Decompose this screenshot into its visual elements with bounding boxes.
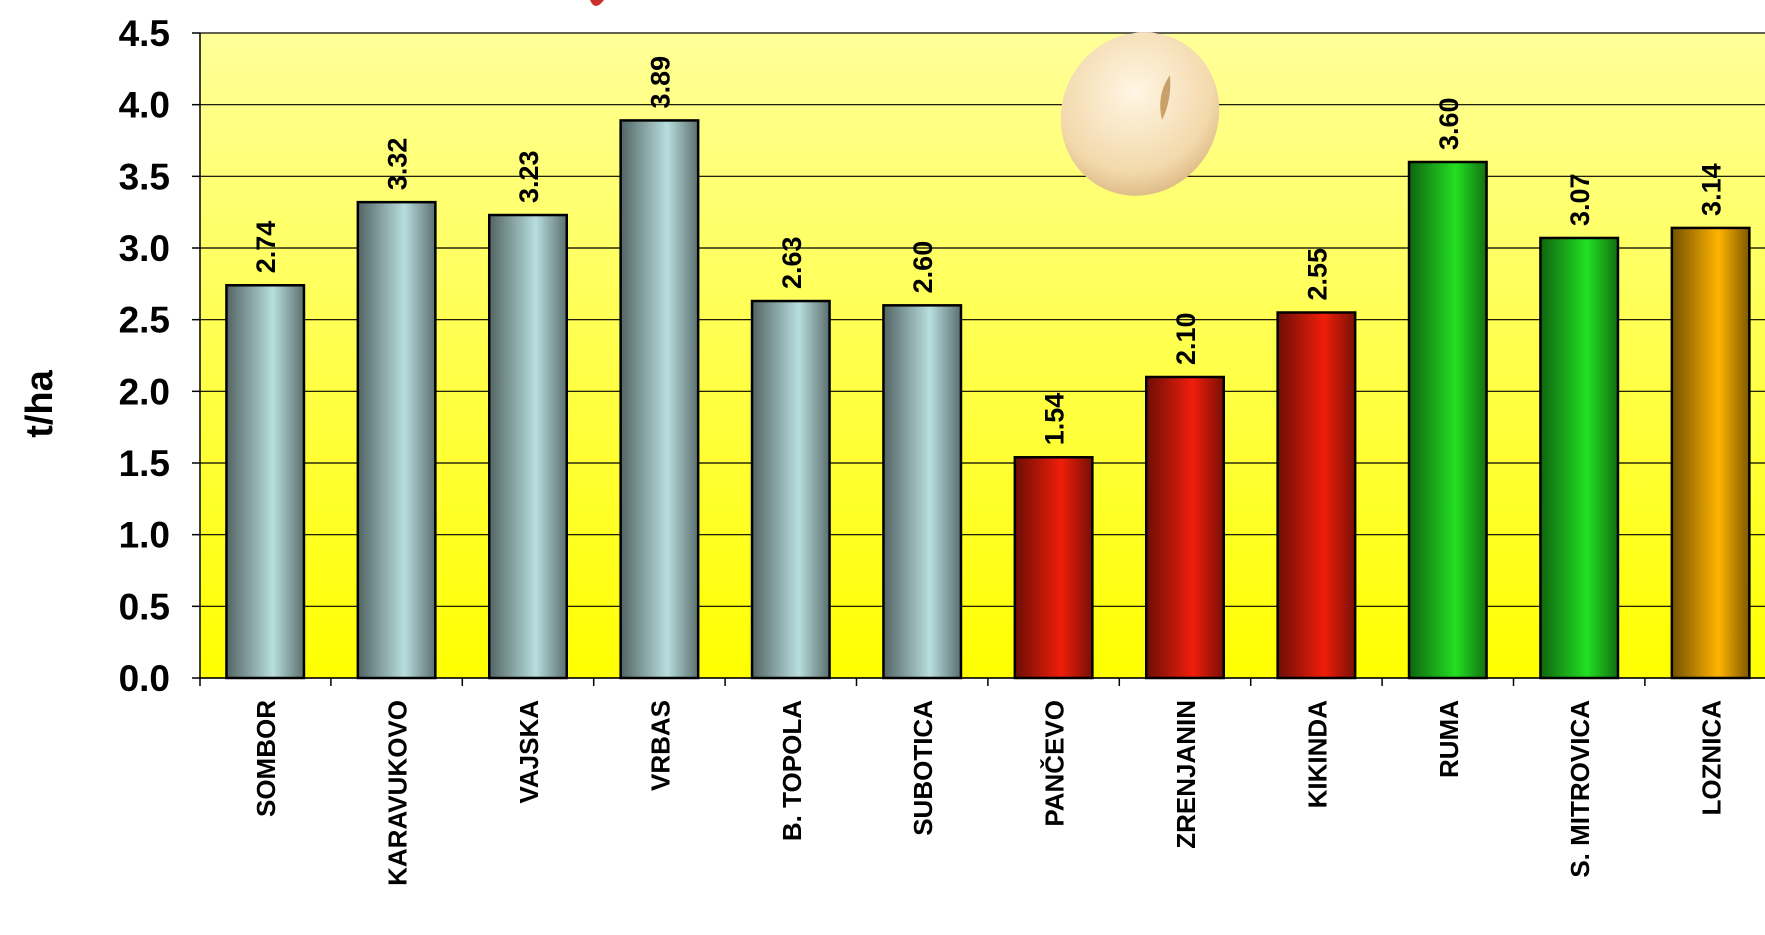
y-tick-label: 4.5 bbox=[119, 13, 170, 54]
bar bbox=[882, 304, 963, 680]
value-label: 2.60 bbox=[908, 241, 938, 294]
bar bbox=[1407, 160, 1488, 680]
bars: 2.74 3.32 3.23 3.89 2.63 2.60 1.54 2.10 2.55 3.60… bbox=[225, 56, 1751, 680]
bar bbox=[1276, 311, 1357, 680]
y-axis-label: t/ha bbox=[19, 369, 61, 437]
bar bbox=[1670, 226, 1751, 680]
decoration bbox=[590, 0, 604, 6]
x-tick-label: VAJSKA bbox=[514, 700, 544, 804]
bar bbox=[1539, 236, 1620, 680]
bar bbox=[225, 284, 306, 680]
y-tick-label: 3.5 bbox=[119, 156, 170, 197]
y-tick-label: 0.5 bbox=[119, 586, 170, 627]
x-tick-label: PANČEVO bbox=[1040, 700, 1070, 827]
bar bbox=[750, 299, 831, 680]
x-tick-label: ZRENJANIN bbox=[1171, 700, 1201, 849]
x-tick-label: VRBAS bbox=[645, 700, 675, 791]
value-label: 2.55 bbox=[1302, 248, 1332, 301]
value-label: 3.07 bbox=[1565, 173, 1595, 226]
y-tick-label: 4.0 bbox=[119, 85, 170, 126]
value-label: 2.74 bbox=[251, 221, 281, 274]
y-tick-label: 1.0 bbox=[119, 515, 170, 556]
value-label: 3.89 bbox=[645, 56, 675, 109]
grid bbox=[200, 32, 1765, 679]
x-tick-label: LOZNICA bbox=[1697, 700, 1727, 816]
bar bbox=[487, 213, 569, 680]
value-label: 3.14 bbox=[1697, 163, 1727, 216]
value-label: 2.63 bbox=[777, 236, 807, 289]
x-tick-label: S. MITROVICA bbox=[1565, 700, 1595, 878]
y-tick-label: 2.5 bbox=[119, 300, 170, 341]
y-tick-label: 2.0 bbox=[119, 371, 170, 412]
x-tick-label: RUMA bbox=[1434, 700, 1464, 778]
x-tick-label: SUBOTICA bbox=[908, 700, 938, 836]
x-tick-label: SOMBOR bbox=[251, 700, 281, 817]
value-label: 3.60 bbox=[1434, 97, 1464, 150]
value-label: 3.32 bbox=[383, 138, 413, 191]
x-tick-label: KARAVUKOVO bbox=[383, 700, 413, 886]
bar bbox=[1144, 375, 1226, 680]
value-label: 2.10 bbox=[1171, 312, 1201, 365]
x-tick-label: KIKINDA bbox=[1302, 700, 1332, 809]
bar bbox=[356, 200, 437, 680]
x-tick-label: B. TOPOLA bbox=[777, 700, 807, 841]
plot-area bbox=[200, 33, 1765, 678]
bar bbox=[1013, 456, 1094, 680]
y-tick-label: 1.5 bbox=[119, 443, 170, 484]
value-label: 3.23 bbox=[514, 150, 544, 203]
value-label: 1.54 bbox=[1040, 393, 1070, 446]
bar bbox=[619, 119, 700, 680]
y-tick-label: 0.0 bbox=[119, 658, 170, 699]
soybean-image bbox=[1060, 32, 1220, 196]
y-tick-label: 3.0 bbox=[119, 228, 170, 269]
